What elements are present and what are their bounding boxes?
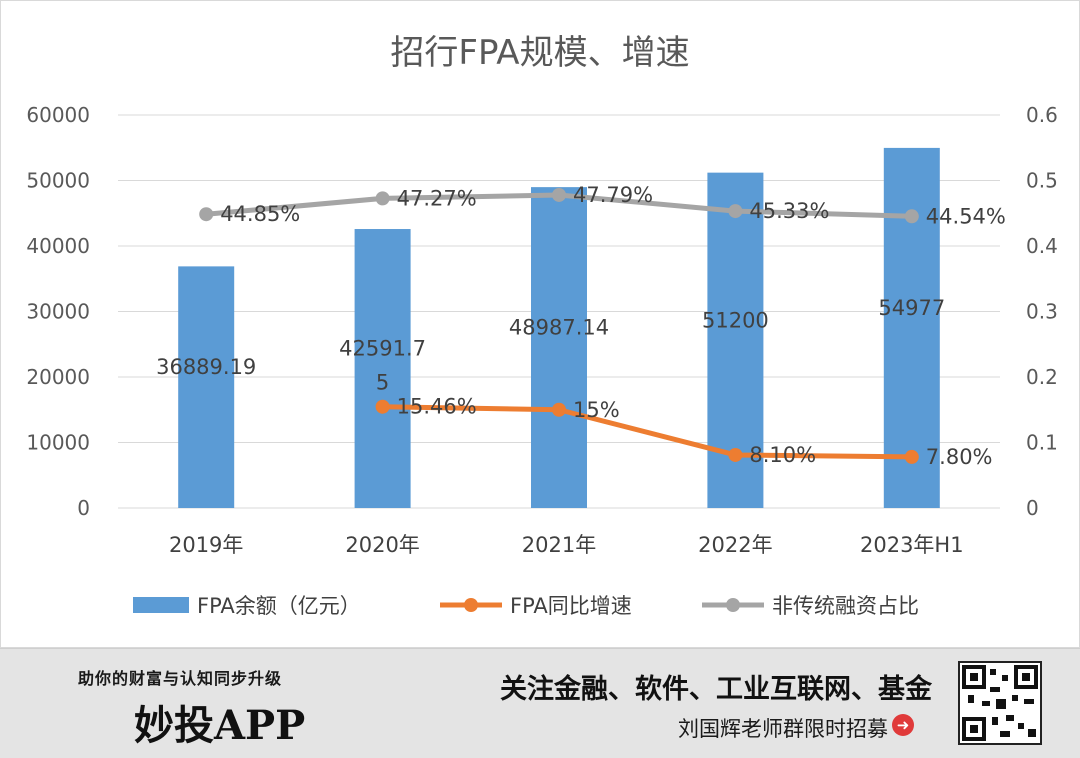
line-point — [375, 191, 390, 206]
line-point — [375, 399, 390, 414]
app-name: 妙投APP — [134, 702, 306, 749]
bar-data-label: 42591.7 — [339, 337, 426, 361]
left-tick-label: 60000 — [26, 103, 90, 127]
left-tick-label: 0 — [77, 496, 90, 520]
legend-swatch — [133, 597, 189, 613]
line-data-label: 44.85% — [220, 202, 300, 226]
line-data-label: 15.46% — [397, 395, 477, 419]
legend-label: 非传统融资占比 — [772, 594, 919, 618]
subline: 刘国辉老师群限时招募 — [678, 717, 888, 741]
right-tick-label: 0.4 — [1026, 234, 1058, 258]
line-data-label: 45.33% — [749, 199, 829, 223]
right-tick-label: 0.6 — [1026, 103, 1058, 127]
headline: 关注金融、软件、工业互联网、基金 — [500, 674, 932, 705]
left-tick-label: 20000 — [26, 365, 90, 389]
bar-data-label: 54977 — [878, 296, 945, 320]
bar-data-label: 5 — [376, 371, 389, 395]
chart: 招行FPA规模、增速 0 10000 20000 30000 40000 50000 600… — [0, 0, 1080, 648]
right-tick-label: 0.3 — [1026, 300, 1058, 324]
line-point — [199, 207, 214, 222]
line-data-label: 7.80% — [926, 445, 993, 469]
category-label: 2021年 — [522, 533, 596, 557]
line-point — [728, 204, 743, 219]
chart-title: 招行FPA规模、增速 — [390, 33, 689, 73]
line-data-label: 44.54% — [926, 204, 1006, 228]
line-data-label: 8.10% — [749, 443, 816, 467]
right-tick-label: 0.1 — [1026, 431, 1058, 455]
bar — [883, 147, 940, 509]
promo-banner: 助你的财富与认知同步升级 妙投APP 关注金融、软件、工业互联网、基金 刘国辉老… — [0, 648, 1080, 758]
line-data-label: 47.79% — [573, 183, 653, 207]
bar — [531, 187, 587, 509]
bar-data-label: 36889.19 — [156, 355, 256, 379]
line-point — [552, 402, 566, 417]
right-tick-label: 0.2 — [1026, 365, 1058, 389]
line-point — [728, 447, 743, 462]
category-label: 2023年H1 — [860, 533, 964, 557]
category-label: 2020年 — [345, 533, 419, 557]
line-point — [904, 449, 919, 464]
bar-data-label: 48987.14 — [509, 316, 609, 340]
left-tick-label: 30000 — [26, 300, 90, 324]
slogan: 助你的财富与认知同步升级 — [78, 669, 283, 688]
right-tick-label: 0.5 — [1026, 169, 1058, 193]
legend-label: FPA余额（亿元） — [197, 594, 361, 618]
line-data-label: 47.27% — [397, 186, 477, 210]
bar — [354, 229, 411, 508]
left-tick-label: 40000 — [26, 234, 90, 258]
qr-code-icon — [958, 661, 1042, 745]
left-tick-label: 50000 — [26, 169, 90, 193]
legend-marker — [464, 598, 478, 612]
category-label: 2022年 — [698, 533, 772, 557]
line-point — [904, 209, 919, 224]
left-tick-label: 10000 — [26, 431, 90, 455]
right-tick-label: 0 — [1026, 496, 1039, 520]
bar-data-label: 51200 — [702, 308, 769, 332]
category-label: 2019年 — [169, 533, 243, 557]
legend-marker — [726, 598, 740, 612]
line-point — [552, 187, 566, 202]
line-data-label: 15% — [573, 398, 620, 422]
bar — [178, 266, 235, 508]
legend-label: FPA同比增速 — [510, 594, 632, 618]
arrow-right-circle-icon[interactable]: ➜ — [892, 714, 914, 736]
series-line — [382, 404, 912, 460]
